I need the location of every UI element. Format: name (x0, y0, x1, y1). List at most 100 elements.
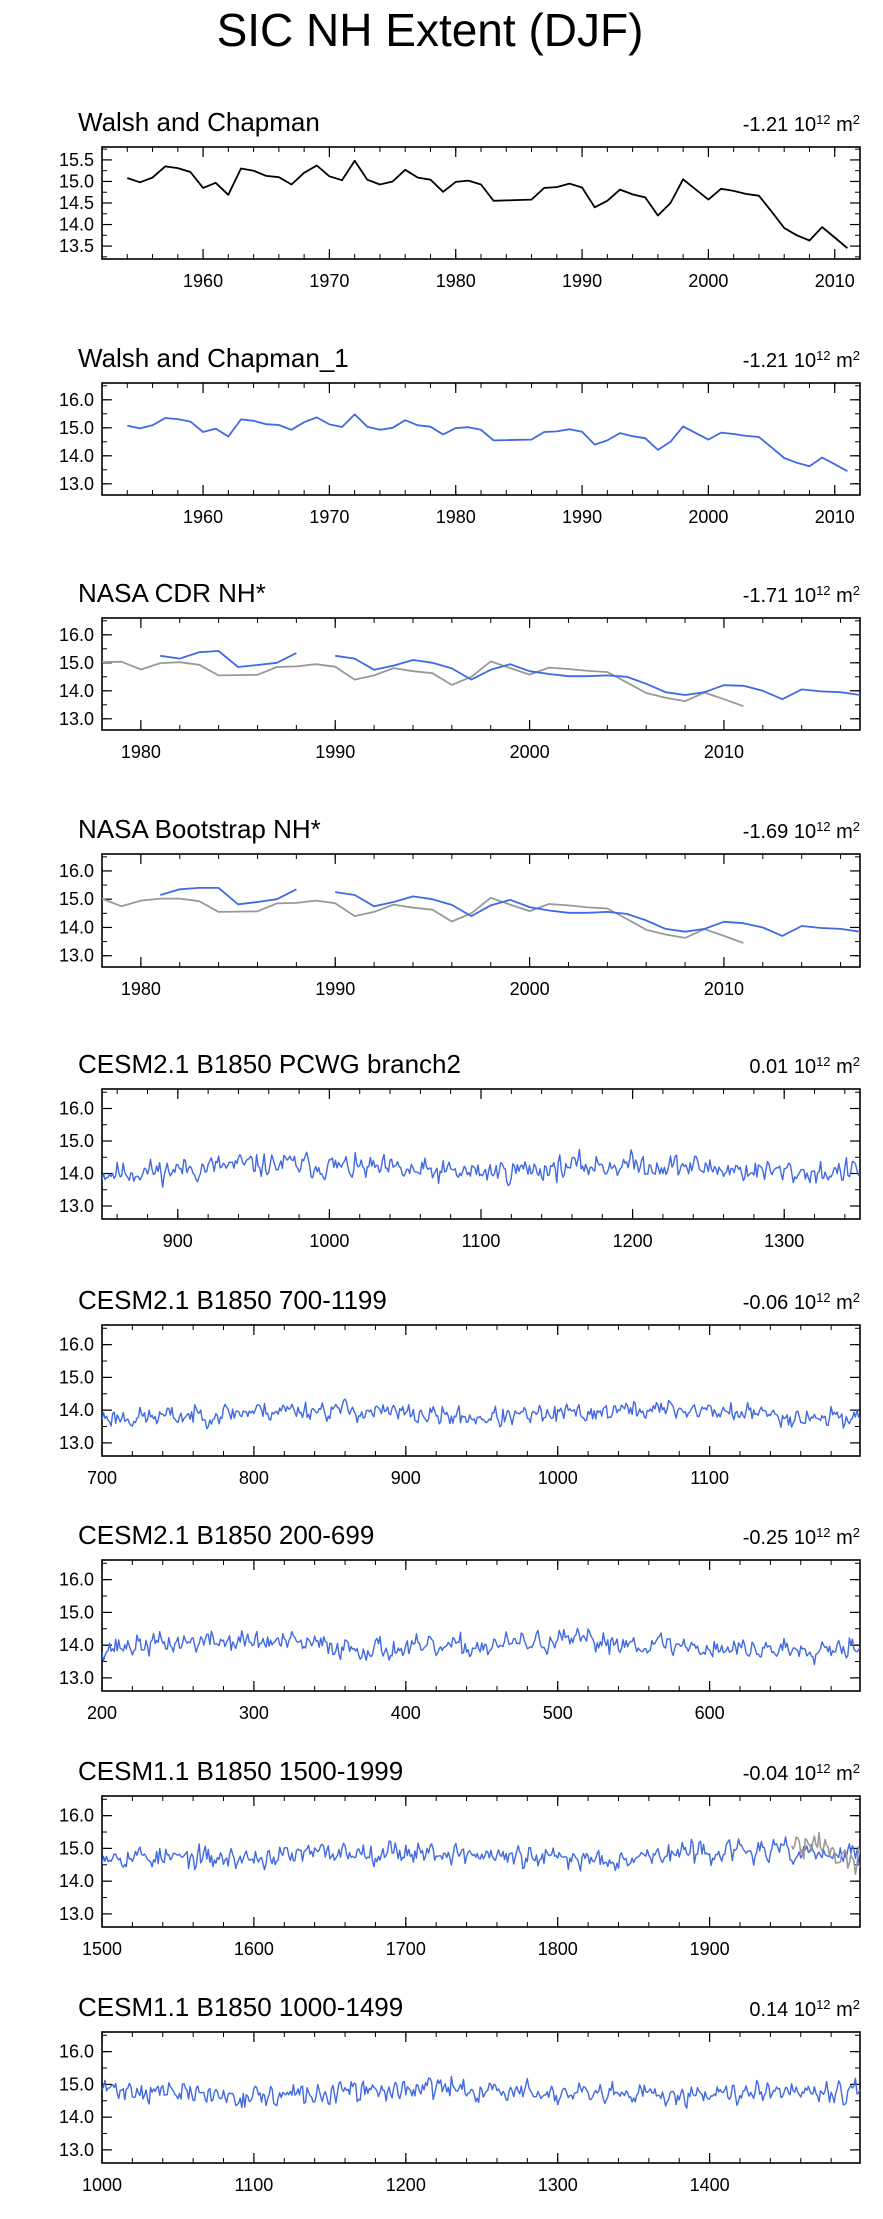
x-tick-label: 300 (239, 1703, 269, 1723)
y-tick-label: 13.0 (59, 1196, 94, 1216)
series-line (127, 413, 848, 472)
x-tick-label: 1100 (235, 2175, 274, 2195)
x-tick-label: 1990 (315, 742, 355, 762)
panel-title: CESM1.1 B1850 1000-1499 (78, 1992, 403, 2022)
y-tick-label: 15.0 (59, 1602, 94, 1622)
series-group (102, 887, 860, 944)
y-tick-label: 16.0 (59, 2042, 94, 2062)
x-tick-label: 2000 (688, 507, 728, 527)
panel-title: Walsh and Chapman (78, 107, 320, 137)
y-tick-label: 14.0 (59, 215, 94, 235)
x-tick-label: 1600 (234, 1939, 274, 1959)
y-tick-label: 14.0 (59, 2107, 94, 2127)
x-tick-label: 1960 (183, 507, 223, 527)
y-tick-label: 14.5 (59, 193, 94, 213)
series-line (160, 887, 860, 937)
y-tick-label: 14.0 (59, 1871, 94, 1891)
trend-label: -1.21 1012 m2 (743, 348, 860, 373)
y-tick-label: 15.0 (59, 171, 94, 191)
panels: Walsh and Chapman -1.21 1012 m2 1960 1970 19… (59, 107, 861, 2195)
trend-label: -0.25 1012 m2 (743, 1525, 860, 1550)
y-tick-label: 15.5 (59, 150, 94, 170)
panel-7: CESM2.1 B1850 200-699 -0.25 1012 m2 200 300… (59, 1520, 861, 1723)
series-line (102, 1836, 860, 1872)
y-tick-label: 13.5 (59, 236, 94, 256)
panel-2: Walsh and Chapman_1 -1.21 1012 m2 1960 1970… (59, 343, 861, 527)
panel-6: CESM2.1 B1850 700-1199 -0.06 1012 m2 700 80… (59, 1285, 861, 1488)
y-tick-label: 13.0 (59, 2140, 94, 2160)
x-tick-label: 2000 (688, 271, 728, 291)
x-tick-label: 800 (239, 1468, 269, 1488)
x-tick-label: 1300 (764, 1231, 804, 1251)
x-tick-label: 2010 (815, 507, 855, 527)
y-tick-label: 16.0 (59, 861, 94, 881)
series-line (127, 159, 848, 249)
y-tick-label: 15.0 (59, 1838, 94, 1858)
x-tick-label: 1980 (436, 507, 476, 527)
x-tick-label: 2010 (704, 979, 744, 999)
series-group (127, 159, 848, 249)
x-tick-label: 1200 (386, 2175, 426, 2195)
x-tick-label: 1100 (462, 1231, 501, 1251)
y-tick-label: 13.0 (59, 474, 94, 494)
y-tick-label: 16.0 (59, 390, 94, 410)
x-tick-label: 500 (543, 1703, 573, 1723)
x-tick-label: 400 (391, 1703, 421, 1723)
y-tick-label: 13.0 (59, 1668, 94, 1688)
x-tick-label: 1000 (82, 2175, 122, 2195)
plot-frame (101, 2031, 861, 2164)
panel-title: CESM2.1 B1850 700-1199 (78, 1285, 387, 1315)
x-tick-label: 1000 (309, 1231, 349, 1251)
panel-1: Walsh and Chapman -1.21 1012 m2 1960 1970 19… (59, 107, 861, 291)
x-tick-label: 600 (695, 1703, 725, 1723)
x-tick-label: 2000 (510, 979, 550, 999)
y-tick-label: 16.0 (59, 1099, 94, 1119)
x-tick-label: 1300 (538, 2175, 578, 2195)
panel-5: CESM2.1 B1850 PCWG branch2 0.01 1012 m2 90… (59, 1049, 861, 1251)
x-tick-label: 1980 (436, 271, 476, 291)
panel-title: NASA Bootstrap NH* (78, 814, 321, 844)
x-tick-label: 200 (87, 1703, 117, 1723)
y-tick-label: 14.0 (59, 917, 94, 937)
x-tick-label: 1100 (690, 1468, 729, 1488)
series-line (160, 650, 860, 701)
x-tick-label: 1980 (121, 979, 161, 999)
y-tick-label: 14.0 (59, 681, 94, 701)
y-tick-label: 13.0 (59, 946, 94, 966)
series-line (102, 660, 744, 708)
y-tick-label: 16.0 (59, 1335, 94, 1355)
x-tick-label: 1970 (309, 271, 349, 291)
y-tick-label: 15.0 (59, 2074, 94, 2094)
trend-label: -1.69 1012 m2 (743, 819, 860, 844)
y-tick-label: 14.0 (59, 1400, 94, 1420)
y-tick-label: 15.0 (59, 653, 94, 673)
x-tick-label: 2000 (510, 742, 550, 762)
plot-frame (101, 853, 861, 968)
panel-title: CESM2.1 B1850 PCWG branch2 (78, 1049, 461, 1079)
trend-label: 0.01 1012 m2 (749, 1054, 860, 1079)
series-group (102, 1627, 860, 1666)
y-tick-label: 13.0 (59, 1904, 94, 1924)
x-tick-label: 1900 (690, 1939, 730, 1959)
series-line (102, 2075, 860, 2109)
reference-line (790, 1831, 860, 1876)
x-tick-label: 900 (391, 1468, 421, 1488)
trend-label: -0.04 1012 m2 (743, 1761, 860, 1786)
x-tick-label: 1960 (183, 271, 223, 291)
panel-3: NASA CDR NH* -1.71 1012 m2 1980 1990 2000 201… (59, 578, 861, 762)
panel-title: NASA CDR NH* (78, 578, 266, 608)
series-line (102, 1148, 860, 1188)
y-tick-label: 15.0 (59, 889, 94, 909)
y-tick-label: 16.0 (59, 625, 94, 645)
x-tick-label: 1400 (690, 2175, 730, 2195)
series-group (127, 413, 848, 472)
y-tick-label: 14.0 (59, 446, 94, 466)
panel-9: CESM1.1 B1850 1000-1499 0.14 1012 m2 1000 1… (59, 1992, 861, 2195)
series-group (102, 1148, 860, 1188)
plot-frame (101, 1324, 861, 1457)
x-tick-label: 1970 (309, 507, 349, 527)
panel-title: Walsh and Chapman_1 (78, 343, 349, 373)
series-line (102, 1627, 860, 1666)
trend-label: -0.06 1012 m2 (743, 1290, 860, 1315)
